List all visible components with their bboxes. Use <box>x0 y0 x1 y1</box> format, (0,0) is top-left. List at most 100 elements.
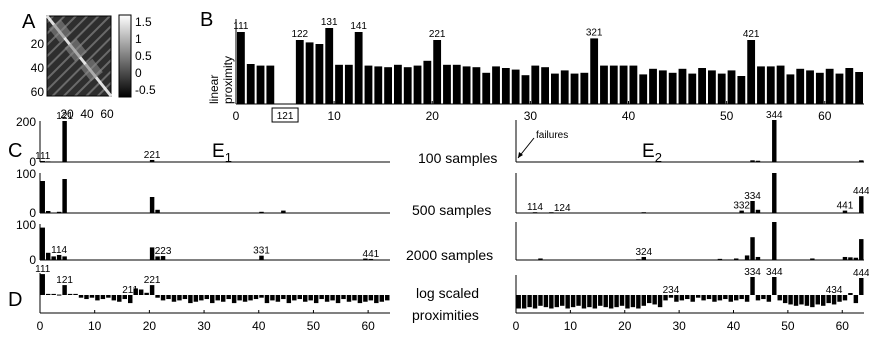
bar-log-proximity <box>826 295 831 304</box>
bar-log-proximity <box>663 295 668 301</box>
bar-log-proximity <box>810 295 815 308</box>
bar-log-proximity <box>45 293 51 295</box>
bar-count <box>641 256 646 260</box>
bar-linear-proximity <box>482 72 491 104</box>
bar-log-proximity <box>138 289 144 295</box>
bar-count <box>755 256 761 260</box>
colorbar-tick-label: 1 <box>135 32 142 46</box>
bar-log-proximity <box>313 295 319 304</box>
bar-log-proximity <box>674 295 679 302</box>
heatmap-ytick-label: 20 <box>31 37 45 51</box>
bar-annotation-log: 444 <box>853 268 869 279</box>
bar-count <box>739 210 744 213</box>
bar-log-proximity <box>73 293 78 295</box>
column-title-e2-letter: E <box>642 141 655 162</box>
bar-linear-proximity <box>246 64 255 104</box>
bar-count <box>51 256 56 260</box>
bar-log-proximity <box>636 295 641 309</box>
bar-log-proximity <box>821 295 826 306</box>
bar-log-proximity <box>750 277 755 295</box>
bar-log-proximity <box>565 295 570 309</box>
bar-log-proximity <box>587 295 592 308</box>
bar-linear-proximity <box>315 44 324 104</box>
bar-linear-proximity <box>776 65 785 104</box>
row-label-proximities: proximities <box>412 307 479 323</box>
bar-log-proximity <box>668 295 674 298</box>
bar-linear-proximity <box>521 75 530 104</box>
bar-linear-proximity <box>511 69 520 104</box>
bar-log-proximity <box>516 295 521 309</box>
bar-linear-proximity <box>237 32 245 104</box>
bar-annotation-log: 221 <box>144 275 161 286</box>
bar-linear-proximity <box>717 73 726 104</box>
bar-count <box>62 121 67 162</box>
bar-log-proximity <box>335 295 341 304</box>
xtick-label-log: 0 <box>37 319 44 333</box>
bar-linear-proximity <box>590 38 599 104</box>
bar-log-proximity <box>281 295 286 300</box>
bar-log-proximity <box>89 295 95 298</box>
bar-linear-proximity <box>649 68 657 104</box>
bar-linear-proximity <box>462 66 471 104</box>
bar-linear-proximity <box>708 70 716 104</box>
bar-linear-proximity <box>443 64 451 104</box>
boxed-label-frame <box>271 107 299 123</box>
bar-count <box>848 257 853 260</box>
bar-log-proximity <box>679 295 685 301</box>
bar-log-proximity <box>40 274 45 295</box>
bar-linear-proximity <box>835 73 844 104</box>
xtick-label-b: 0 <box>233 109 240 123</box>
bar-annotation: 124 <box>554 203 571 214</box>
bar-linear-proximity <box>698 68 706 104</box>
xtick-label-b: 60 <box>818 109 832 123</box>
bar-log-proximity <box>755 295 761 301</box>
bar-log-proximity <box>259 295 264 298</box>
bar-log-proximity <box>346 295 352 302</box>
bar-linear-proximity <box>551 73 559 104</box>
xtick-label-log: 60 <box>361 319 375 333</box>
bar-annotation-b: 111 <box>233 21 249 32</box>
bar-linear-proximity <box>384 67 392 104</box>
bar-log-proximity <box>51 293 56 295</box>
bar-linear-proximity <box>492 66 500 104</box>
ylabel-proximity: proximity <box>221 56 235 104</box>
bar-count <box>636 259 641 260</box>
bar-log-proximity <box>581 295 587 309</box>
bar-log-proximity <box>657 295 663 308</box>
bar-count <box>842 256 848 260</box>
boxed-label-121: 121 <box>277 111 294 122</box>
bar-log-proximity <box>777 295 782 301</box>
bar-log-proximity <box>782 295 788 304</box>
bar-log-proximity <box>270 295 275 301</box>
bar-linear-proximity <box>423 60 432 104</box>
bar-log-proximity <box>652 295 657 305</box>
bar-log-proximity <box>706 295 712 300</box>
bar-linear-proximity <box>374 66 383 104</box>
bar-log-proximity <box>761 295 766 300</box>
ylabel-linear: linear <box>207 75 221 104</box>
bar-count <box>859 239 864 260</box>
bar-linear-proximity <box>295 40 304 104</box>
bar-count <box>259 211 264 213</box>
bar-log-proximity <box>286 295 292 304</box>
bar-log-proximity <box>831 295 837 305</box>
ytick-label: 200 <box>16 115 36 129</box>
bar-log-proximity <box>598 295 603 306</box>
bar-log-proximity <box>155 295 160 298</box>
column-title-e2: E2 <box>642 141 662 165</box>
bar-linear-proximity <box>786 74 795 104</box>
bar-log-proximity <box>815 295 820 305</box>
bar-linear-proximity <box>433 40 442 104</box>
bar-log-proximity <box>837 295 842 302</box>
bar-count <box>56 211 62 213</box>
bar-annotation-log: 111 <box>35 264 51 275</box>
xtick-label-log: 60 <box>836 319 850 333</box>
bar-log-proximity <box>603 295 608 308</box>
bar-count <box>538 258 543 260</box>
bar-log-proximity <box>248 295 253 301</box>
bar-annotation: 221 <box>144 150 161 161</box>
bar-linear-proximity <box>413 65 422 104</box>
bar-count <box>641 212 646 213</box>
xtick-label-log: 50 <box>781 319 795 333</box>
xtick-label-log: 10 <box>564 319 578 333</box>
